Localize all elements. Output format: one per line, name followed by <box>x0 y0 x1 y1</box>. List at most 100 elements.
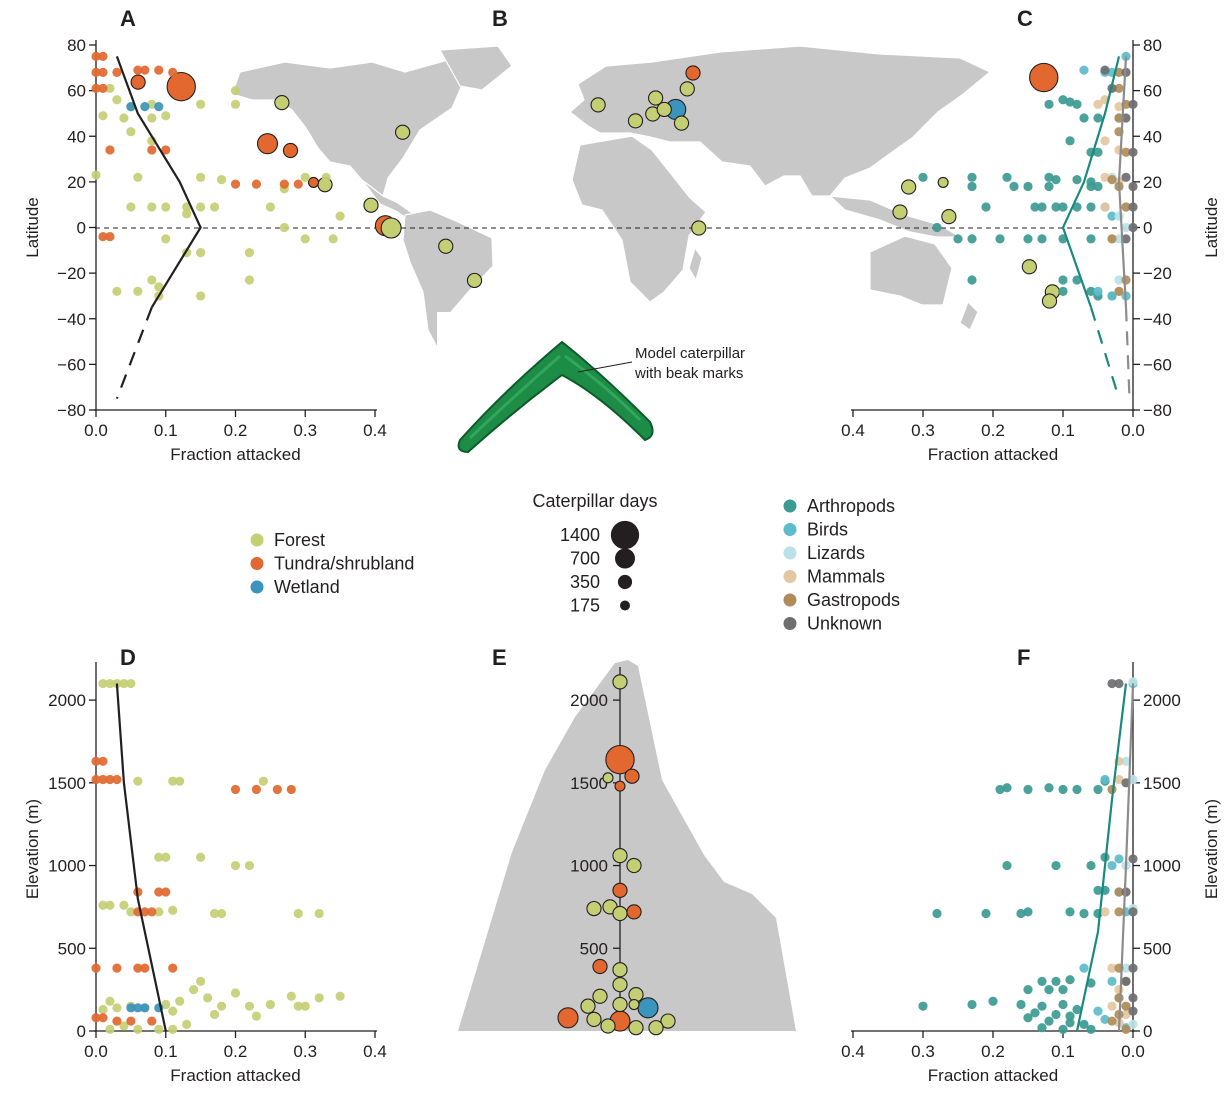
data-point-unknown <box>1107 678 1117 689</box>
data-point-gastropods <box>1107 1016 1117 1026</box>
data-point-arthropods <box>1016 908 1026 919</box>
data-point-tundra-shrubland <box>140 907 150 917</box>
legend-habitat: Forest Tundra/shrubland Wetland <box>250 530 414 597</box>
data-point-gastropods <box>1114 286 1124 296</box>
fit-line-extrapolated <box>115 306 153 399</box>
data-point-forest <box>251 1011 262 1021</box>
data-point-arthropods <box>1079 908 1089 919</box>
data-point-forest <box>147 275 157 285</box>
data-point-arthropods <box>1037 1001 1047 1011</box>
mountain-site-marker <box>612 962 628 978</box>
data-point-arthropods <box>1051 976 1061 986</box>
legend-swatch-mammals <box>783 570 797 583</box>
data-point-arthropods <box>1065 907 1075 917</box>
data-point-forest <box>133 172 143 182</box>
data-point-unknown <box>1128 181 1138 192</box>
data-point-tundra-shrubland <box>105 774 115 785</box>
data-point-arthropods <box>1065 1018 1075 1028</box>
data-point-forest <box>154 852 164 862</box>
fit-line-other <box>1117 683 1135 1032</box>
data-point-wetland <box>133 1003 143 1013</box>
elevation-tick-label: 1500 <box>570 774 608 793</box>
data-point-forest <box>182 209 192 219</box>
mountain-site-marker <box>557 1007 579 1029</box>
data-point-unknown <box>1128 907 1138 917</box>
mountain-site-marker <box>612 977 628 993</box>
data-point-forest <box>335 211 345 221</box>
x-axis-title: Fraction attacked <box>170 1066 300 1085</box>
x-axis-title: Fraction attacked <box>170 445 300 464</box>
mountain-site-marker <box>637 997 659 1019</box>
annotation-line-2: with beak marks <box>634 365 743 382</box>
legend-size-label: 350 <box>570 572 600 592</box>
data-point-tundra-shrubland <box>133 963 143 973</box>
panel-letter-d: D <box>120 645 136 670</box>
data-point-gastropods <box>1121 1001 1131 1011</box>
map-site-marker <box>256 133 279 155</box>
fit-line <box>115 683 167 1032</box>
y-tick-label: −60 <box>57 355 86 374</box>
panel-letter-c: C <box>1017 6 1033 31</box>
legend-swatch-unknown <box>783 617 797 630</box>
data-point-arthropods <box>1023 234 1033 244</box>
data-point-wetland <box>140 101 150 112</box>
data-point-arthropods <box>932 222 942 233</box>
map-site-marker <box>274 94 290 111</box>
map-site-marker <box>656 101 672 118</box>
panel-b <box>231 45 992 351</box>
data-point-forest <box>119 1021 129 1031</box>
y-tick-label: 2000 <box>48 691 86 710</box>
data-point-arthropods <box>1044 1016 1054 1026</box>
data-point-forest <box>293 1001 303 1011</box>
data-point-birds <box>1114 854 1124 864</box>
data-point-mammals <box>1114 985 1124 995</box>
data-point-forest <box>335 991 345 1001</box>
x-tick-label: 0.4 <box>363 421 387 440</box>
data-point-forest <box>161 852 171 862</box>
data-point-tundra-shrubland <box>272 784 282 795</box>
y-tick-label: 2000 <box>1143 691 1181 710</box>
legend-size-label: 175 <box>570 596 600 616</box>
data-point-forest <box>98 678 108 689</box>
y-tick-label: −60 <box>1143 355 1172 374</box>
map-site-marker <box>937 176 949 188</box>
map-site-marker <box>679 81 695 97</box>
data-point-unknown <box>1128 1006 1138 1016</box>
data-point-birds <box>1107 211 1117 221</box>
data-point-gastropods <box>1121 202 1131 212</box>
data-point-tundra-shrubland <box>91 51 101 62</box>
data-point-arthropods <box>1093 113 1103 123</box>
data-point-arthropods <box>1079 1019 1089 1029</box>
data-point-arthropods <box>1023 1013 1033 1023</box>
world-map <box>231 45 992 351</box>
data-point-tundra-shrubland <box>168 963 178 973</box>
caterpillar-photo: Model caterpillar with beak marks <box>437 312 745 470</box>
data-point-tundra-shrubland <box>251 784 262 795</box>
data-point-birds <box>1107 976 1117 986</box>
data-point-forest <box>168 1024 178 1034</box>
data-point-forest <box>293 908 303 919</box>
y-tick-label: −80 <box>1143 401 1172 420</box>
x-tick-label: 0.1 <box>1051 1042 1075 1061</box>
data-point-forest <box>98 900 108 910</box>
legend-swatch-wetland <box>250 580 264 594</box>
panel-f: 0 500 1000 1500 2000 0.0 0.1 0.2 0.3 0.4 Fraction … <box>841 662 1221 1085</box>
legend-label: Birds <box>807 520 848 540</box>
landmass-new-zealand <box>959 300 979 331</box>
mountain-site-marker <box>660 1013 676 1029</box>
data-point-arthropods <box>1093 181 1103 192</box>
mountain-site-marker <box>602 772 614 784</box>
data-point-arthropods <box>953 234 963 244</box>
data-point-mammals <box>1107 963 1117 973</box>
fit-line-arthropods-extrapolated <box>1089 306 1121 399</box>
y-tick-label: 500 <box>1143 939 1171 958</box>
data-point-forest <box>126 678 136 689</box>
data-point-arthropods <box>1079 113 1089 123</box>
data-point-arthropods <box>1016 999 1026 1010</box>
elevation-tick-label: 1000 <box>570 857 608 876</box>
landmass-greenland <box>439 45 513 91</box>
panel-letter-e: E <box>492 645 507 670</box>
y-axis-title: Latitude <box>23 197 42 258</box>
data-point-forest <box>175 776 185 786</box>
data-point-tundra-shrubland <box>279 179 289 189</box>
